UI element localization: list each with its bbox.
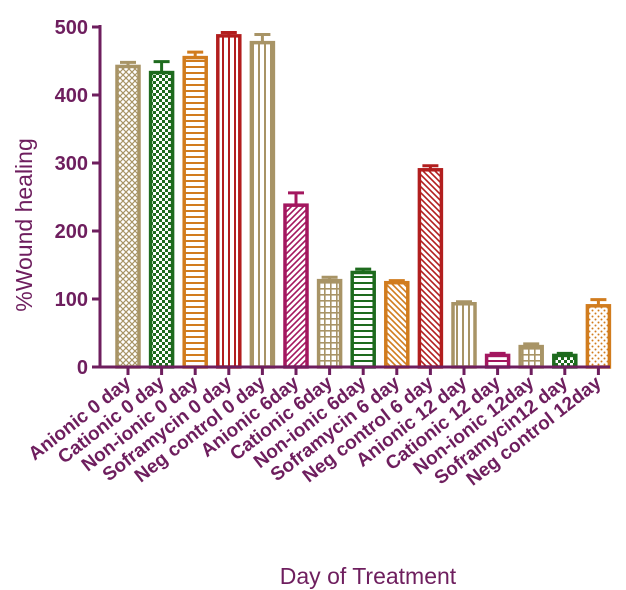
- bar: [182, 55, 208, 369]
- bar: [249, 40, 276, 369]
- bar: [518, 344, 544, 369]
- y-axis-title: %Wound healing: [11, 138, 37, 311]
- error-bar: [456, 300, 472, 304]
- error-bar: [254, 32, 271, 43]
- bar: [585, 304, 612, 369]
- y-tick-label: 500: [55, 17, 88, 39]
- error-bar: [388, 279, 405, 283]
- error-bar: [422, 164, 439, 170]
- y-tick-label: 400: [55, 85, 88, 107]
- bar: [115, 64, 141, 369]
- bar: [384, 280, 410, 369]
- bar: [552, 353, 578, 369]
- y-tick-label: 200: [55, 221, 88, 243]
- y-tick-label: 0: [77, 357, 88, 379]
- error-bar: [556, 351, 573, 356]
- bar: [417, 168, 444, 369]
- bar: [216, 34, 242, 369]
- bar: [316, 278, 343, 369]
- bar: [283, 203, 309, 369]
- error-bar: [220, 30, 237, 36]
- error-bar: [187, 50, 204, 58]
- bar: [451, 302, 477, 369]
- bar: [484, 353, 511, 369]
- error-bar: [590, 298, 607, 306]
- y-tick-label: 300: [55, 153, 88, 175]
- error-bar: [120, 60, 136, 67]
- x-axis-title: Day of Treatment: [280, 563, 457, 589]
- error-bar: [355, 267, 372, 273]
- error-bar: [288, 191, 304, 206]
- bar: [350, 270, 376, 369]
- bar: [148, 70, 175, 369]
- error-bar: [489, 351, 506, 356]
- y-tick-label: 100: [55, 289, 88, 311]
- error-bar: [153, 60, 170, 73]
- error-bar: [321, 275, 338, 281]
- error-bar: [523, 342, 540, 347]
